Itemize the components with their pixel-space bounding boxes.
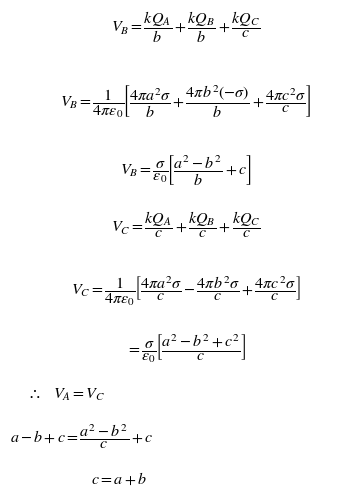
Text: $\mathit{V}_B = \dfrac{1}{4\pi\varepsilon_0}\!\left[\dfrac{4\pi a^2\sigma}{b} + : $\mathit{V}_B = \dfrac{1}{4\pi\varepsilo…: [60, 83, 312, 120]
Text: $a - b + c = \dfrac{a^2 - b^2}{c} + c$: $a - b + c = \dfrac{a^2 - b^2}{c} + c$: [10, 423, 153, 452]
Text: $= \dfrac{\sigma}{\varepsilon_0}\!\left[\dfrac{a^2 - b^2 + c^2}{c}\right]$: $= \dfrac{\sigma}{\varepsilon_0}\!\left[…: [126, 332, 246, 365]
Text: $\mathit{V}_B = \dfrac{kQ_A}{b} + \dfrac{kQ_B}{b} + \dfrac{kQ_C}{c}$: $\mathit{V}_B = \dfrac{kQ_A}{b} + \dfrac…: [111, 9, 261, 45]
Text: $\mathit{V}_C = \dfrac{1}{4\pi\varepsilon_0}\!\left[\dfrac{4\pi a^2\sigma}{c} - : $\mathit{V}_C = \dfrac{1}{4\pi\varepsilo…: [71, 275, 301, 308]
Text: $\mathit{V}_C = \dfrac{kQ_A}{c} + \dfrac{kQ_B}{c} + \dfrac{kQ_C}{c}$: $\mathit{V}_C = \dfrac{kQ_A}{c} + \dfrac…: [111, 209, 261, 240]
Text: $c = a + b$: $c = a + b$: [91, 471, 147, 487]
Text: $\therefore \quad \mathit{V}_A = \mathit{V}_C$: $\therefore \quad \mathit{V}_A = \mathit…: [27, 387, 105, 403]
Text: $\mathit{V}_B = \dfrac{\sigma}{\varepsilon_0}\!\left[\dfrac{a^2 - b^2}{b} + c\ri: $\mathit{V}_B = \dfrac{\sigma}{\varepsil…: [120, 154, 252, 187]
